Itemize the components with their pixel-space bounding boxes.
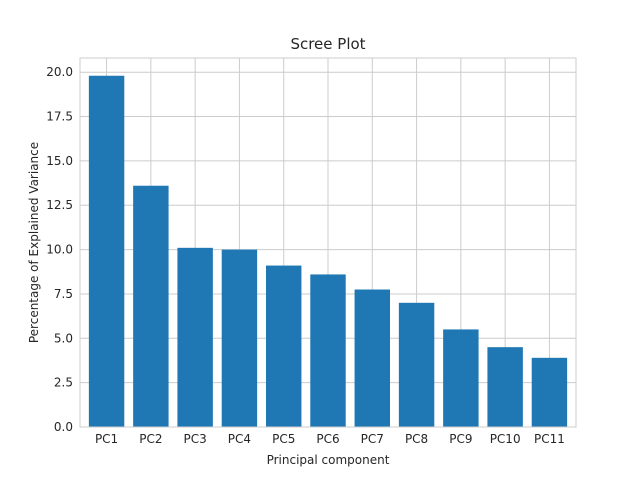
y-tick-label: 15.0 <box>46 154 73 168</box>
bar-pc11 <box>531 357 568 427</box>
bar-pc9 <box>443 329 479 427</box>
y-tick-label: 5.0 <box>54 331 73 345</box>
plot-frame <box>79 57 577 428</box>
x-axis-ticks: PC1 PC2 PC3 PC4 PC5 PC6 PC7 PC8 PC9 PC10 PC11 <box>95 432 565 446</box>
y-tick-label: 0.0 <box>54 420 73 434</box>
x-tick-label: PC5 <box>272 432 295 446</box>
bars <box>88 75 568 427</box>
x-axis-label: Principal component <box>267 453 390 467</box>
y-tick-label: 2.5 <box>54 376 73 390</box>
x-tick-label: PC8 <box>405 432 428 446</box>
y-tick-label: 10.0 <box>46 243 73 257</box>
bar-pc3 <box>177 247 213 427</box>
y-tick-label: 12.5 <box>46 198 73 212</box>
y-tick-label: 17.5 <box>46 110 73 124</box>
x-tick-label: PC4 <box>228 432 251 446</box>
x-tick-label: PC1 <box>95 432 118 446</box>
bar-pc8 <box>398 302 435 427</box>
bar-pc2 <box>133 185 169 427</box>
x-tick-label: PC11 <box>534 432 565 446</box>
bar-pc7 <box>354 289 390 427</box>
x-tick-label: PC10 <box>490 432 521 446</box>
y-tick-label: 7.5 <box>54 287 73 301</box>
bar-pc5 <box>266 265 302 427</box>
x-tick-label: PC2 <box>139 432 162 446</box>
x-tick-label: PC7 <box>361 432 384 446</box>
bar-pc6 <box>310 274 346 427</box>
x-tick-label: PC3 <box>184 432 207 446</box>
bar-pc1 <box>88 75 125 427</box>
bar-pc4 <box>221 249 258 427</box>
bar-pc10 <box>487 347 523 427</box>
x-tick-label: PC9 <box>449 432 472 446</box>
y-axis-ticks: 0.0 2.5 5.0 7.5 10.0 12.5 15.0 17.5 20.0 <box>46 65 73 434</box>
x-tick-label: PC6 <box>316 432 339 446</box>
chart-title: Scree Plot <box>290 35 365 53</box>
y-axis-label: Percentage of Explained Variance <box>27 142 41 343</box>
y-tick-label: 20.0 <box>46 65 73 79</box>
